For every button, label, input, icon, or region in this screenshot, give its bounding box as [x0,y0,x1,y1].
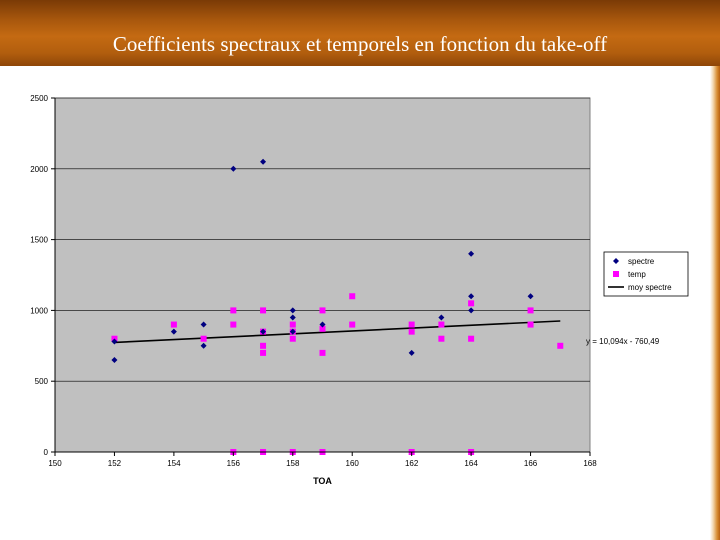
temp-point [289,321,296,328]
temp-point [319,349,326,356]
spectre-point [527,293,534,300]
temp-point [408,321,415,328]
temp-point [468,300,475,307]
gridlines [55,97,590,382]
x-tick-label: 166 [524,459,538,468]
spectre-point [260,328,267,335]
temp-point [408,328,415,335]
spectre-point [260,158,267,165]
trendline-moy-spectre [114,320,561,344]
spectre-point [289,328,296,335]
y-tick-label: 2500 [30,94,48,103]
title-banner: Coefficients spectraux et temporels en f… [0,0,720,66]
spectre-point [438,314,445,321]
temp-point [260,307,267,314]
temp-point [170,321,177,328]
x-tick-label: 152 [108,459,122,468]
x-tick-label: 156 [227,459,241,468]
axes: 150 152 154 156 158 160 162 164 166 168 0 500 1000 15… [30,94,597,468]
temp-point [468,335,475,342]
y-tick-label: 0 [44,448,49,457]
x-tick-label: 158 [286,459,300,468]
x-tick-label: 160 [346,459,360,468]
temp-point [319,325,326,332]
legend-marker-temp [613,271,619,277]
spectre-point [230,165,237,172]
temp-point [349,293,356,300]
temp-point [289,335,296,342]
spectre-point [170,328,177,335]
spectre-point [468,307,475,314]
x-tick-label: 168 [583,459,597,468]
temp-point [260,342,267,349]
temp-point [230,321,237,328]
slide-title: Coefficients spectraux et temporels en f… [112,32,608,56]
temp-point [230,307,237,314]
y-tick-label: 2000 [30,165,48,174]
temp-point [260,349,267,356]
temp-point [319,307,326,314]
x-tick-label: 154 [167,459,181,468]
spectre-point [200,321,207,328]
spectre-point [468,250,475,257]
legend-marker-spectre [613,258,619,264]
slide-right-border [710,66,720,540]
scatter-chart: 150 152 154 156 158 160 162 164 166 168 0 500 1000 15… [30,94,689,486]
trendline-equation: y = 10,094x - 760,49 [586,337,660,346]
x-axis-title: TOA [313,476,332,486]
temp-point [527,321,534,328]
legend-label: temp [628,270,646,279]
spectre-point [289,307,296,314]
spectre-point [111,338,118,345]
spectre-point [289,314,296,321]
chart-legend: spectre temp moy spectre [603,251,689,297]
spectre-point [408,349,415,356]
spectre-point [319,321,326,328]
y-tick-label: 1500 [30,236,48,245]
x-tick-label: 162 [405,459,419,468]
temp-point [438,335,445,342]
legend-label: moy spectre [628,283,672,292]
y-tick-label: 1000 [30,306,48,315]
temp-point [349,321,356,328]
spectre-point [468,293,475,300]
legend-label: spectre [628,257,655,266]
spectre-point [200,342,207,349]
trendline-layer [114,320,561,344]
temp-point [527,307,534,314]
temp-point [557,342,564,349]
spectre-point [111,356,118,363]
y-tick-label: 500 [35,377,49,386]
temp-point [438,321,445,328]
plot-area [54,97,591,453]
x-tick-label: 150 [48,459,62,468]
x-tick-label: 164 [464,459,478,468]
temp-point [200,335,207,342]
